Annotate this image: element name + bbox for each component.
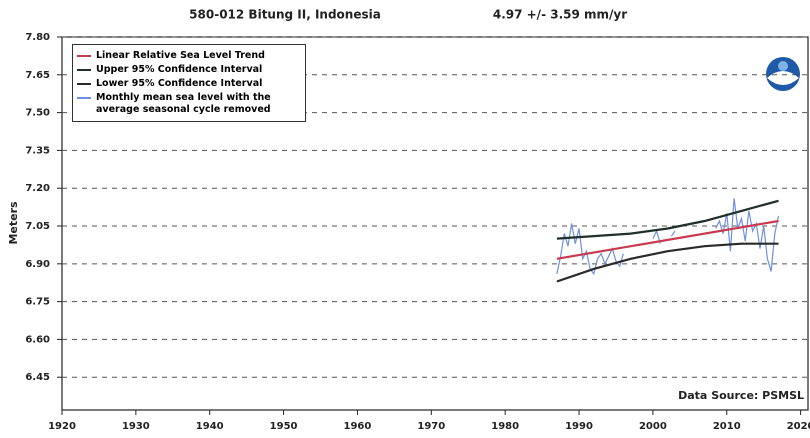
y-tick-label: 7.65	[25, 70, 50, 81]
y-tick-label: 6.60	[25, 334, 50, 345]
x-tick-label: 1990	[565, 421, 593, 432]
legend-item: Lower 95% Confidence Interval	[77, 78, 301, 90]
y-tick-label: 6.45	[25, 372, 50, 383]
x-tick-label: 1960	[344, 421, 372, 432]
x-tick-label: 2000	[639, 421, 667, 432]
y-tick-label: 7.50	[25, 108, 50, 119]
legend-item: Upper 95% Confidence Interval	[77, 64, 301, 76]
y-tick-label: 7.05	[25, 221, 50, 232]
x-tick-label: 1980	[491, 421, 519, 432]
x-tick-label: 1920	[48, 421, 76, 432]
x-tick-label: 1930	[122, 421, 150, 432]
legend-item: Linear Relative Sea Level Trend	[77, 50, 301, 62]
noaa-logo	[766, 57, 800, 91]
chart-title: 580-012 Bitung II, Indonesia	[189, 8, 381, 22]
legend-label: Monthly mean sea level with the average …	[96, 92, 271, 115]
x-tick-label: 1950	[270, 421, 298, 432]
chart-subtitle: 4.97 +/- 3.59 mm/yr	[493, 8, 627, 22]
y-axis-label: Meters	[7, 201, 20, 245]
y-tick-label: 7.80	[25, 32, 50, 43]
legend-label: Linear Relative Sea Level Trend	[96, 50, 265, 61]
series-line	[556, 242, 779, 283]
y-tick-label: 6.90	[25, 259, 50, 270]
legend-swatch	[77, 83, 91, 85]
series-line	[556, 199, 779, 240]
y-tick-label: 7.20	[25, 183, 50, 194]
legend-swatch	[77, 55, 91, 57]
series-line	[556, 219, 779, 260]
legend: Linear Relative Sea Level Trend Upper 95%…	[72, 44, 306, 122]
legend-item: Monthly mean sea level with the average …	[77, 92, 301, 116]
x-tick-label: 1970	[417, 421, 445, 432]
y-tick-label: 7.35	[25, 145, 50, 156]
legend-swatch	[77, 97, 91, 99]
x-tick-label: 1940	[196, 421, 224, 432]
x-tick-label: 2010	[713, 421, 741, 432]
legend-label: Lower 95% Confidence Interval	[96, 78, 263, 89]
x-tick-label: 2020	[787, 421, 810, 432]
legend-label: Upper 95% Confidence Interval	[96, 64, 263, 75]
y-tick-label: 6.75	[25, 297, 50, 308]
annotation: Data Source: PSMSL	[678, 389, 804, 402]
legend-swatch	[77, 69, 91, 71]
